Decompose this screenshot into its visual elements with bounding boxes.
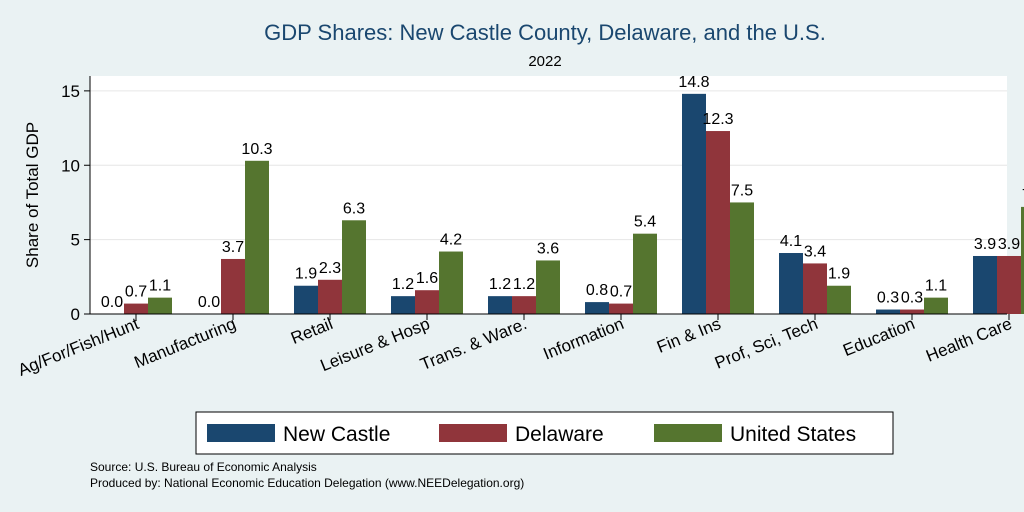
y-tick-label: 5 bbox=[71, 231, 80, 250]
x-tick-label: Information bbox=[541, 314, 627, 363]
produced-by-note: Produced by: National Economic Education… bbox=[90, 476, 524, 490]
data-label: 0.7 bbox=[610, 284, 632, 301]
x-tick-label: Education bbox=[840, 314, 917, 360]
data-label: 0.8 bbox=[586, 282, 608, 299]
bar bbox=[682, 93, 706, 314]
bar bbox=[439, 251, 463, 314]
data-label: 0.0 bbox=[101, 294, 123, 311]
data-label: 4.2 bbox=[440, 232, 462, 249]
legend-swatch bbox=[207, 424, 275, 442]
bar bbox=[245, 160, 269, 314]
legend-box bbox=[195, 411, 894, 455]
bar bbox=[779, 253, 803, 314]
x-tick-label: Manufacturing bbox=[131, 314, 238, 372]
chart-title: GDP Shares: New Castle County, Delaware,… bbox=[264, 20, 826, 45]
x-tick-label: Fin & Ins bbox=[654, 314, 723, 357]
data-label: 0.0 bbox=[198, 294, 220, 311]
bar bbox=[342, 220, 366, 314]
legend: New Castle Delaware United States bbox=[195, 411, 894, 455]
bar bbox=[706, 131, 730, 314]
data-label: 1.2 bbox=[513, 276, 535, 293]
data-label: 1.9 bbox=[828, 266, 850, 283]
y-tick-label: 15 bbox=[61, 82, 80, 101]
data-label: 1.9 bbox=[295, 266, 317, 283]
data-label: 4.1 bbox=[780, 233, 802, 250]
legend-label: New Castle bbox=[283, 423, 390, 446]
data-label: 10.3 bbox=[241, 141, 272, 158]
bar bbox=[536, 260, 560, 314]
data-label: 1.1 bbox=[925, 278, 947, 295]
x-tick-label: Health Care bbox=[923, 314, 1014, 366]
bar bbox=[318, 279, 342, 314]
bar bbox=[124, 303, 148, 314]
bar bbox=[221, 258, 245, 314]
data-label: 1.6 bbox=[416, 270, 438, 287]
bar bbox=[730, 202, 754, 314]
data-label: 3.9 bbox=[974, 236, 996, 253]
bar bbox=[512, 296, 536, 314]
data-label: 6.3 bbox=[343, 200, 365, 217]
legend-swatch bbox=[439, 424, 507, 442]
bar bbox=[803, 263, 827, 314]
y-tick-label: 10 bbox=[61, 156, 80, 175]
bar bbox=[1021, 206, 1024, 314]
data-label: 5.4 bbox=[634, 214, 656, 231]
gridlines bbox=[90, 90, 1007, 241]
data-label: 1.2 bbox=[489, 276, 511, 293]
bar bbox=[488, 296, 512, 314]
data-label: 3.9 bbox=[998, 236, 1020, 253]
bar bbox=[997, 255, 1021, 314]
data-label: 3.4 bbox=[804, 243, 826, 260]
data-label: 3.6 bbox=[537, 240, 559, 257]
y-tick-label: 0 bbox=[71, 305, 80, 324]
data-label: 0.3 bbox=[901, 290, 923, 307]
data-label: 3.7 bbox=[222, 239, 244, 256]
bar bbox=[827, 285, 851, 314]
bar bbox=[900, 309, 924, 314]
x-tick-label: Retail bbox=[288, 314, 335, 348]
data-label: 14.8 bbox=[678, 74, 709, 91]
data-labels-group: 0.00.7 1.10.03.710.31.9 2.36.31.2 1.64.21.2… bbox=[101, 74, 1024, 311]
bar bbox=[148, 297, 172, 314]
data-label: 7.2 bbox=[1022, 187, 1024, 204]
y-ticks-group: 0 5 10 15 bbox=[61, 82, 90, 324]
legend-label: United States bbox=[730, 423, 856, 446]
bar bbox=[391, 296, 415, 314]
x-tick-label: Prof, Sci, Tech bbox=[712, 314, 820, 373]
data-label: 1.1 bbox=[149, 278, 171, 295]
bar bbox=[924, 297, 948, 314]
legend-swatch bbox=[654, 424, 722, 442]
data-label: 0.3 bbox=[877, 290, 899, 307]
bar bbox=[633, 233, 657, 314]
data-label: 7.5 bbox=[731, 182, 753, 199]
bar bbox=[294, 285, 318, 314]
bar bbox=[973, 255, 997, 314]
bar bbox=[585, 302, 609, 314]
x-tick-label: Leisure & Hosp bbox=[318, 314, 433, 375]
bars-group bbox=[124, 93, 1024, 314]
bar bbox=[609, 303, 633, 314]
x-tick-label: Trans. & Ware. bbox=[418, 314, 530, 374]
data-label: 1.2 bbox=[392, 276, 414, 293]
legend-label: Delaware bbox=[515, 423, 604, 446]
data-label: 12.3 bbox=[702, 111, 733, 128]
data-label: 0.7 bbox=[125, 284, 147, 301]
data-label: 2.3 bbox=[319, 260, 341, 277]
bar bbox=[415, 290, 439, 314]
chart-subtitle: 2022 bbox=[528, 53, 561, 70]
source-note: Source: U.S. Bureau of Economic Analysis bbox=[90, 460, 317, 474]
y-axis-label: Share of Total GDP bbox=[23, 122, 42, 268]
bar bbox=[876, 309, 900, 314]
